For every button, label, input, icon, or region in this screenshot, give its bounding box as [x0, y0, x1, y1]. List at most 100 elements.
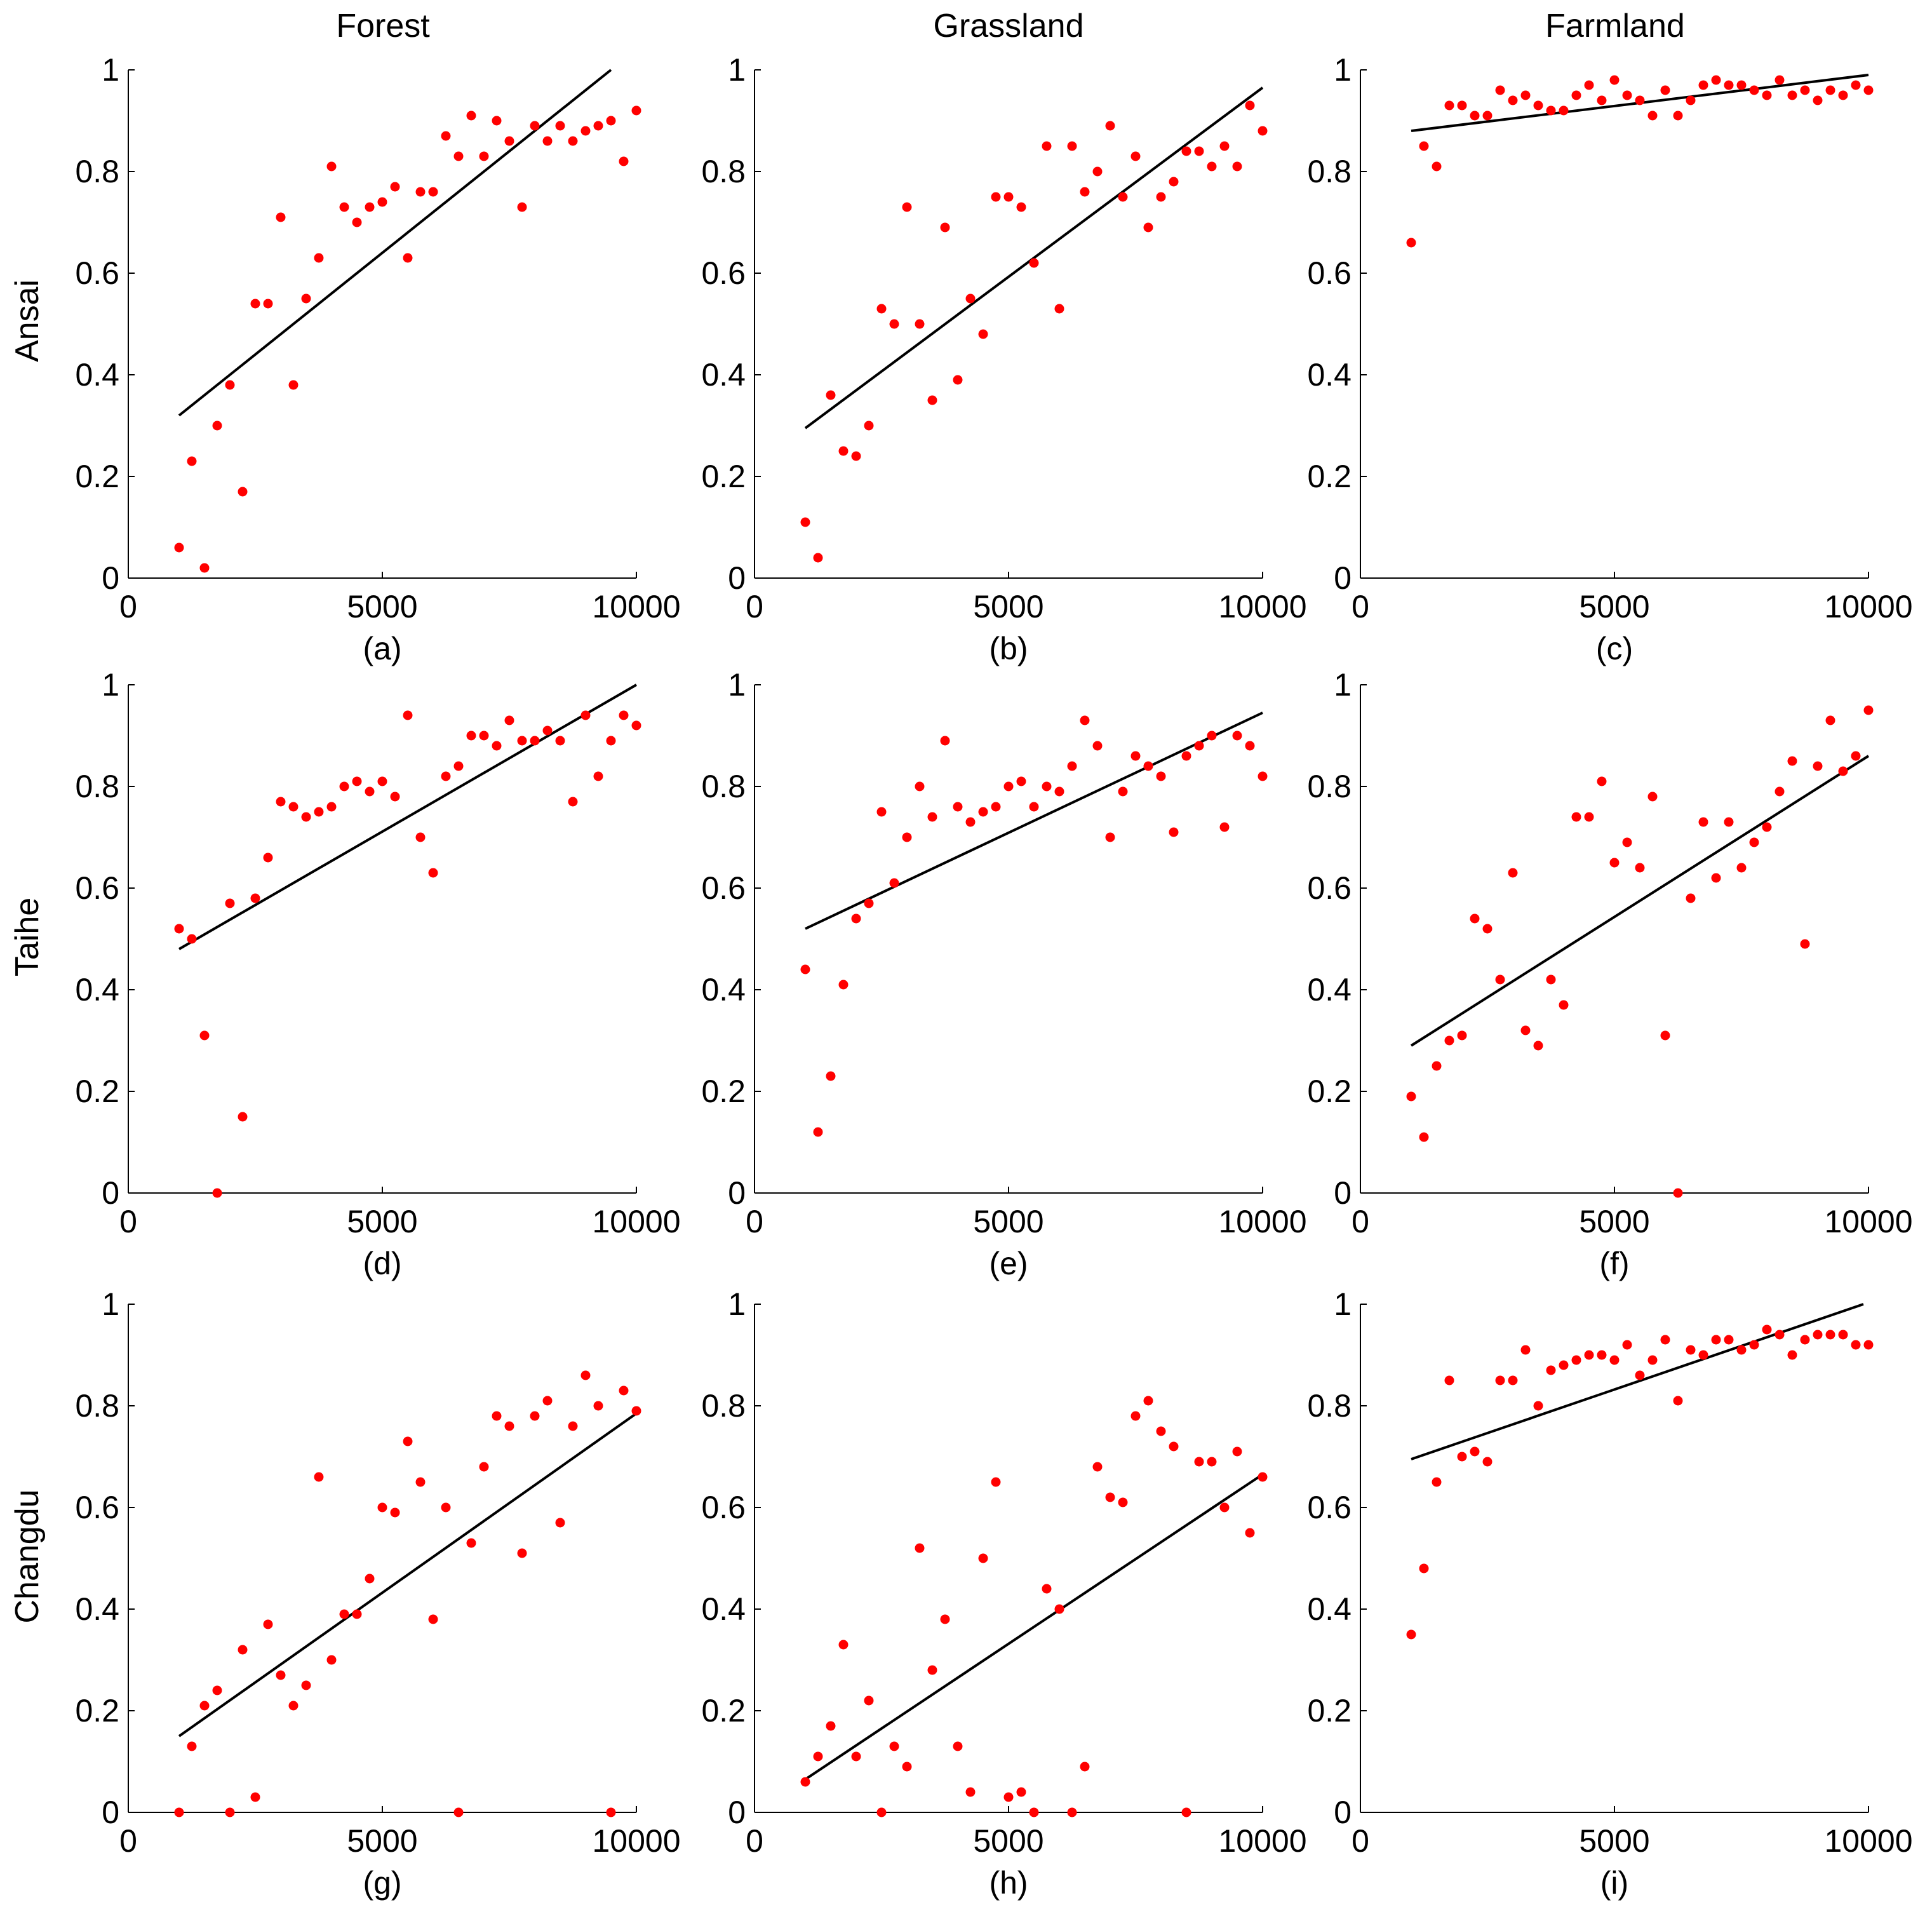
y-tick-label: 0.6 — [1307, 870, 1352, 906]
data-point — [365, 786, 375, 797]
fit-line — [178, 69, 612, 417]
data-point — [965, 293, 976, 304]
data-point — [1156, 771, 1166, 781]
data-point — [504, 136, 514, 146]
data-point — [1749, 1340, 1759, 1350]
data-point — [1698, 817, 1708, 827]
data-point — [390, 182, 400, 192]
data-point — [1724, 1335, 1734, 1345]
y-tick-label: 0.4 — [1307, 972, 1352, 1008]
data-point — [1647, 111, 1658, 121]
data-point — [492, 116, 502, 126]
data-point — [568, 136, 578, 146]
data-point — [1029, 258, 1039, 268]
data-point — [365, 1574, 375, 1584]
data-point — [1444, 100, 1454, 111]
y-tick-label: 1 — [1334, 667, 1352, 703]
data-point — [1232, 161, 1242, 172]
data-point — [1686, 95, 1696, 105]
data-point — [1787, 1350, 1797, 1360]
fit-line — [1410, 755, 1870, 1047]
x-tick-label: 5000 — [973, 589, 1043, 624]
panel-caption: (h) — [989, 1865, 1028, 1901]
data-point — [1597, 776, 1607, 786]
data-point — [606, 116, 616, 126]
data-point — [1851, 1340, 1861, 1350]
data-point — [1546, 105, 1556, 116]
panel-caption: (b) — [989, 631, 1028, 666]
data-point — [1130, 751, 1141, 761]
data-point — [1813, 761, 1823, 771]
data-point — [288, 1701, 299, 1711]
data-point — [212, 1188, 222, 1198]
x-tick-label: 10000 — [1824, 1204, 1912, 1239]
data-point — [187, 934, 197, 944]
data-point — [1470, 111, 1480, 121]
data-point — [1813, 95, 1823, 105]
data-point — [365, 202, 375, 212]
data-point — [619, 710, 629, 720]
data-point — [428, 1614, 438, 1624]
y-tick-label: 1 — [728, 52, 746, 88]
data-point — [568, 797, 578, 807]
data-point — [1080, 187, 1090, 197]
x-tick-label: 0 — [119, 589, 137, 624]
data-point — [352, 217, 362, 227]
data-point — [1029, 1807, 1039, 1817]
data-point — [940, 222, 950, 233]
y-tick-label: 0.8 — [1307, 1388, 1352, 1424]
x-tick-label: 10000 — [1218, 589, 1306, 624]
y-tick-label: 0.2 — [75, 1693, 119, 1729]
data-point — [927, 1665, 937, 1675]
panel-caption: (f) — [1599, 1246, 1629, 1281]
data-point — [1080, 715, 1090, 725]
data-point — [276, 797, 286, 807]
data-point — [555, 1518, 565, 1528]
x-tick-label: 0 — [119, 1823, 137, 1859]
data-point — [530, 1411, 540, 1421]
y-tick-label: 0.8 — [701, 1388, 746, 1424]
data-point — [1245, 741, 1255, 751]
data-point — [1105, 121, 1115, 131]
data-point — [403, 710, 413, 720]
data-point — [1584, 80, 1594, 90]
data-point — [1092, 741, 1103, 751]
data-point — [339, 781, 349, 792]
data-point — [1432, 1061, 1442, 1071]
data-point — [978, 329, 988, 339]
y-tick-label: 0 — [728, 560, 746, 596]
data-point — [276, 212, 286, 222]
data-point — [1838, 766, 1848, 776]
data-point — [1584, 1350, 1594, 1360]
data-point — [1232, 731, 1242, 741]
data-point — [864, 1695, 874, 1706]
data-point — [288, 380, 299, 390]
data-point — [1118, 192, 1128, 202]
data-point — [1597, 95, 1607, 105]
data-point — [813, 1751, 823, 1762]
data-point — [1067, 761, 1077, 771]
data-point — [1698, 1350, 1708, 1360]
data-point — [339, 202, 349, 212]
data-point — [453, 151, 464, 161]
panel-e: 0 0.2 0.4 0.6 0.8 1 0 5000 10000 (e) — [701, 667, 1306, 1281]
data-point — [826, 1071, 836, 1081]
data-point — [530, 736, 540, 746]
panel-caption: (d) — [363, 1246, 401, 1281]
data-point — [1851, 751, 1861, 761]
data-point — [390, 1507, 400, 1518]
data-point — [415, 832, 426, 842]
data-point — [174, 1807, 184, 1817]
panel-c: 0 0.2 0.4 0.6 0.8 1 0 5000 10000 (c) — [1307, 52, 1912, 666]
data-point — [1711, 1335, 1721, 1345]
data-point — [263, 1619, 273, 1629]
data-point — [1118, 1497, 1128, 1507]
data-point — [1016, 1787, 1026, 1797]
data-point — [314, 1472, 324, 1482]
data-point — [415, 1477, 426, 1487]
data-point — [1143, 222, 1153, 233]
data-point — [314, 253, 324, 263]
data-point — [1673, 1188, 1683, 1198]
data-point — [991, 192, 1001, 202]
data-point — [352, 776, 362, 786]
